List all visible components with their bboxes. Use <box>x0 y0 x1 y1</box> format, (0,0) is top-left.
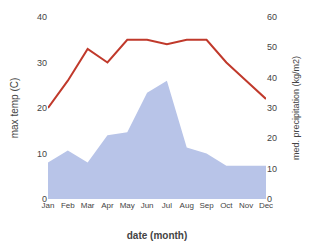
svg-text:med. precipitation (kg/m2): med. precipitation (kg/m2) <box>291 56 301 160</box>
svg-text:Oct: Oct <box>220 201 233 210</box>
svg-text:max temp (C): max temp (C) <box>9 78 20 139</box>
svg-text:Feb: Feb <box>61 201 75 210</box>
svg-text:date (month): date (month) <box>127 230 188 241</box>
svg-text:Jul: Jul <box>162 201 172 210</box>
svg-text:Aug: Aug <box>180 201 194 210</box>
svg-text:50: 50 <box>267 42 277 52</box>
svg-text:Sep: Sep <box>199 201 214 210</box>
svg-text:0: 0 <box>267 194 272 204</box>
svg-text:30: 30 <box>37 58 47 68</box>
svg-text:20: 20 <box>267 133 277 143</box>
svg-text:10: 10 <box>267 164 277 174</box>
svg-text:0: 0 <box>42 194 47 204</box>
svg-text:May: May <box>120 201 135 210</box>
svg-text:Nov: Nov <box>239 201 253 210</box>
svg-text:40: 40 <box>37 12 47 22</box>
svg-text:40: 40 <box>267 73 277 83</box>
svg-text:Jan: Jan <box>42 201 55 210</box>
svg-text:10: 10 <box>37 149 47 159</box>
svg-text:Dec: Dec <box>259 201 273 210</box>
svg-text:20: 20 <box>37 103 47 113</box>
svg-text:30: 30 <box>267 103 277 113</box>
svg-text:Jun: Jun <box>141 201 154 210</box>
svg-text:Apr: Apr <box>101 201 114 210</box>
svg-text:60: 60 <box>267 12 277 22</box>
svg-text:Mar: Mar <box>81 201 95 210</box>
